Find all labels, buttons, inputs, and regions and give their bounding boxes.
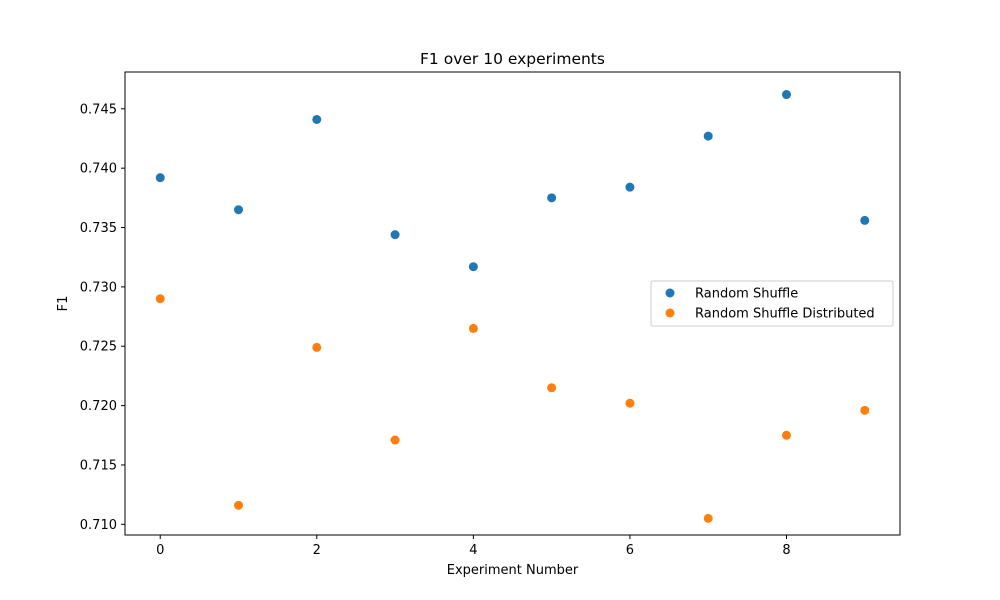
point-random-shuffle-distributed bbox=[547, 383, 557, 393]
chart-title: F1 over 10 experiments bbox=[420, 50, 605, 68]
point-random-shuffle bbox=[155, 173, 165, 183]
x-tick-label: 6 bbox=[626, 543, 634, 558]
point-random-shuffle bbox=[860, 215, 870, 225]
point-random-shuffle bbox=[703, 131, 713, 141]
legend-label-random-shuffle: Random Shuffle bbox=[695, 287, 798, 302]
point-random-shuffle-distributed bbox=[155, 294, 165, 304]
legend-marker-random-shuffle bbox=[665, 288, 675, 298]
point-random-shuffle-distributed bbox=[312, 342, 322, 352]
point-random-shuffle-distributed bbox=[468, 323, 478, 333]
point-random-shuffle-distributed bbox=[781, 430, 791, 440]
y-tick-label: 0.710 bbox=[80, 518, 117, 533]
x-axis-label: Experiment Number bbox=[447, 563, 579, 578]
y-tick-label: 0.720 bbox=[80, 399, 117, 414]
y-tick-label: 0.745 bbox=[80, 102, 117, 117]
point-random-shuffle bbox=[234, 205, 244, 215]
point-random-shuffle bbox=[312, 114, 322, 124]
point-random-shuffle bbox=[625, 182, 635, 192]
y-tick-label: 0.740 bbox=[80, 162, 117, 177]
y-tick-label: 0.730 bbox=[80, 280, 117, 295]
legend-box bbox=[650, 280, 894, 327]
data-points bbox=[155, 90, 870, 523]
point-random-shuffle-distributed bbox=[625, 398, 635, 408]
x-axis: 0 2 4 6 8 bbox=[156, 535, 791, 558]
point-random-shuffle-distributed bbox=[860, 405, 870, 415]
x-tick-label: 0 bbox=[156, 543, 164, 558]
point-random-shuffle-distributed bbox=[703, 513, 713, 523]
y-tick-label: 0.725 bbox=[80, 340, 117, 355]
point-random-shuffle-distributed bbox=[234, 500, 244, 510]
x-tick-label: 8 bbox=[782, 543, 790, 558]
x-tick-label: 4 bbox=[469, 543, 477, 558]
point-random-shuffle bbox=[781, 90, 791, 100]
y-tick-label: 0.735 bbox=[80, 221, 117, 236]
point-random-shuffle bbox=[468, 262, 478, 272]
point-random-shuffle-distributed bbox=[390, 435, 400, 445]
legend-marker-random-shuffle-distributed bbox=[665, 308, 675, 318]
x-tick-label: 2 bbox=[313, 543, 321, 558]
y-axis-label: F1 bbox=[56, 296, 71, 312]
point-random-shuffle bbox=[547, 193, 557, 203]
point-random-shuffle bbox=[390, 230, 400, 240]
plot-area-frame bbox=[124, 71, 901, 536]
y-axis: 0.710 0.715 0.720 0.725 0.730 0.735 0.740 0.745 bbox=[80, 102, 125, 533]
legend: Random Shuffle Random Shuffle Distribute… bbox=[650, 280, 894, 327]
legend-label-random-shuffle-distributed: Random Shuffle Distributed bbox=[695, 307, 875, 322]
y-tick-label: 0.715 bbox=[80, 458, 117, 473]
